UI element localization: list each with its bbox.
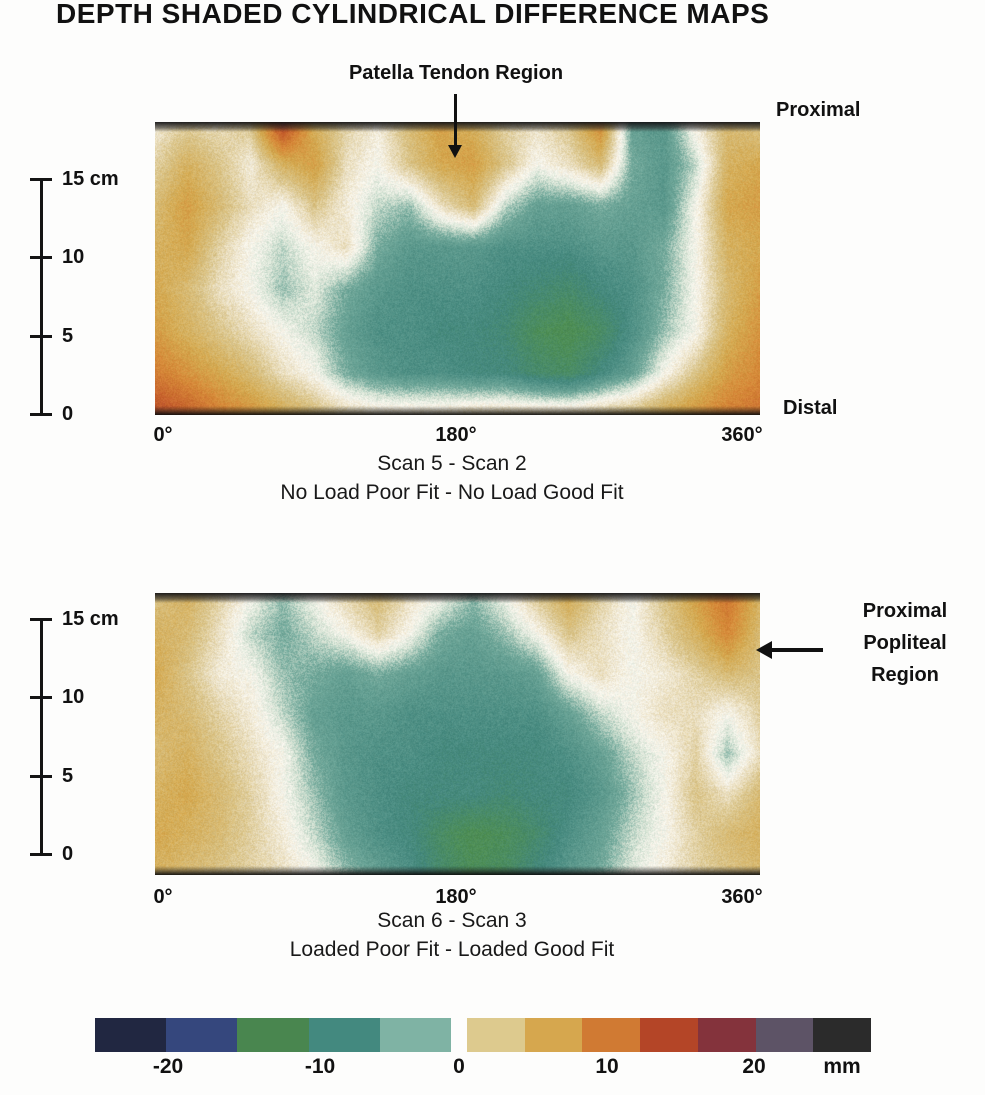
x-tick-360deg-bottom: 360° (721, 886, 762, 909)
ruler-label-0: 0 (62, 843, 73, 866)
ruler-tick (30, 256, 52, 259)
x-tick-360deg-top: 360° (721, 424, 762, 447)
caption-top-line1: Scan 5 - Scan 2 (280, 449, 623, 478)
colorbar (95, 1018, 871, 1052)
colorbar-tick-neg10: -10 (305, 1055, 335, 1079)
figure-root: DEPTH SHADED CYLINDRICAL DIFFERENCE MAPS… (0, 0, 985, 1095)
ruler-label-5: 5 (62, 765, 73, 788)
ruler-tick (30, 618, 52, 621)
colorbar-segment (95, 1018, 166, 1052)
popliteal-label-line3: Region (871, 664, 939, 687)
proximal-label: Proximal (776, 99, 860, 122)
colorbar-segment (698, 1018, 756, 1052)
colorbar-zero-gap (451, 1018, 467, 1052)
x-tick-0deg-top: 0° (153, 424, 172, 447)
depth-scale-bottom: 15 cm 10 5 0 (18, 610, 148, 866)
colorbar-segment (813, 1018, 871, 1052)
caption-top-map: Scan 5 - Scan 2 No Load Poor Fit - No Lo… (280, 449, 623, 508)
colorbar-segment (756, 1018, 814, 1052)
colorbar-segment (525, 1018, 583, 1052)
colorbar-segment (640, 1018, 698, 1052)
popliteal-label-line1: Proximal (863, 600, 947, 623)
popliteal-arrowhead-icon (756, 641, 772, 659)
ruler-tick (30, 853, 52, 856)
difference-map-scan6-minus-scan3 (155, 593, 760, 875)
patella-arrowhead-icon (448, 145, 462, 158)
ruler-label-5: 5 (62, 325, 73, 348)
ruler-tick (30, 413, 52, 416)
patella-arrow-icon (454, 94, 457, 146)
ruler-line (40, 619, 43, 856)
colorbar-segment (380, 1018, 451, 1052)
colorbar-tick-20: 20 (742, 1055, 765, 1079)
caption-bottom-line1: Scan 6 - Scan 3 (290, 906, 615, 935)
x-tick-0deg-bottom: 0° (153, 886, 172, 909)
difference-map-scan5-minus-scan2 (155, 122, 760, 415)
ruler-label-0: 0 (62, 403, 73, 426)
popliteal-label-line2: Popliteal (863, 632, 946, 655)
ruler-label-15cm: 15 cm (62, 168, 119, 191)
caption-bottom-line2: Loaded Poor Fit - Loaded Good Fit (290, 935, 615, 964)
ruler-tick (30, 696, 52, 699)
ruler-label-10: 10 (62, 246, 84, 269)
caption-top-line2: No Load Poor Fit - No Load Good Fit (280, 478, 623, 507)
colorbar-negative-bar (95, 1018, 451, 1052)
colorbar-positive-bar (467, 1018, 871, 1052)
depth-scale-top: 15 cm 10 5 0 (18, 170, 148, 426)
colorbar-segment (309, 1018, 380, 1052)
colorbar-tick-10: 10 (595, 1055, 618, 1079)
colorbar-segment (582, 1018, 640, 1052)
caption-bottom-map: Scan 6 - Scan 3 Loaded Poor Fit - Loaded… (290, 906, 615, 965)
ruler-tick (30, 775, 52, 778)
ruler-label-15cm: 15 cm (62, 608, 119, 631)
ruler-line (40, 179, 43, 416)
colorbar-tick-0: 0 (453, 1055, 465, 1079)
ruler-tick (30, 335, 52, 338)
colorbar-unit-label: mm (823, 1055, 860, 1079)
colorbar-tick-neg20: -20 (153, 1055, 183, 1079)
colorbar-segment (237, 1018, 308, 1052)
patella-tendon-region-label: Patella Tendon Region (349, 62, 563, 85)
colorbar-segment (467, 1018, 525, 1052)
ruler-label-10: 10 (62, 686, 84, 709)
colorbar-segment (166, 1018, 237, 1052)
popliteal-arrow-icon (771, 648, 823, 652)
ruler-tick (30, 178, 52, 181)
x-tick-180deg-top: 180° (435, 424, 476, 447)
figure-title: DEPTH SHADED CYLINDRICAL DIFFERENCE MAPS (56, 0, 769, 30)
distal-label: Distal (783, 397, 837, 420)
